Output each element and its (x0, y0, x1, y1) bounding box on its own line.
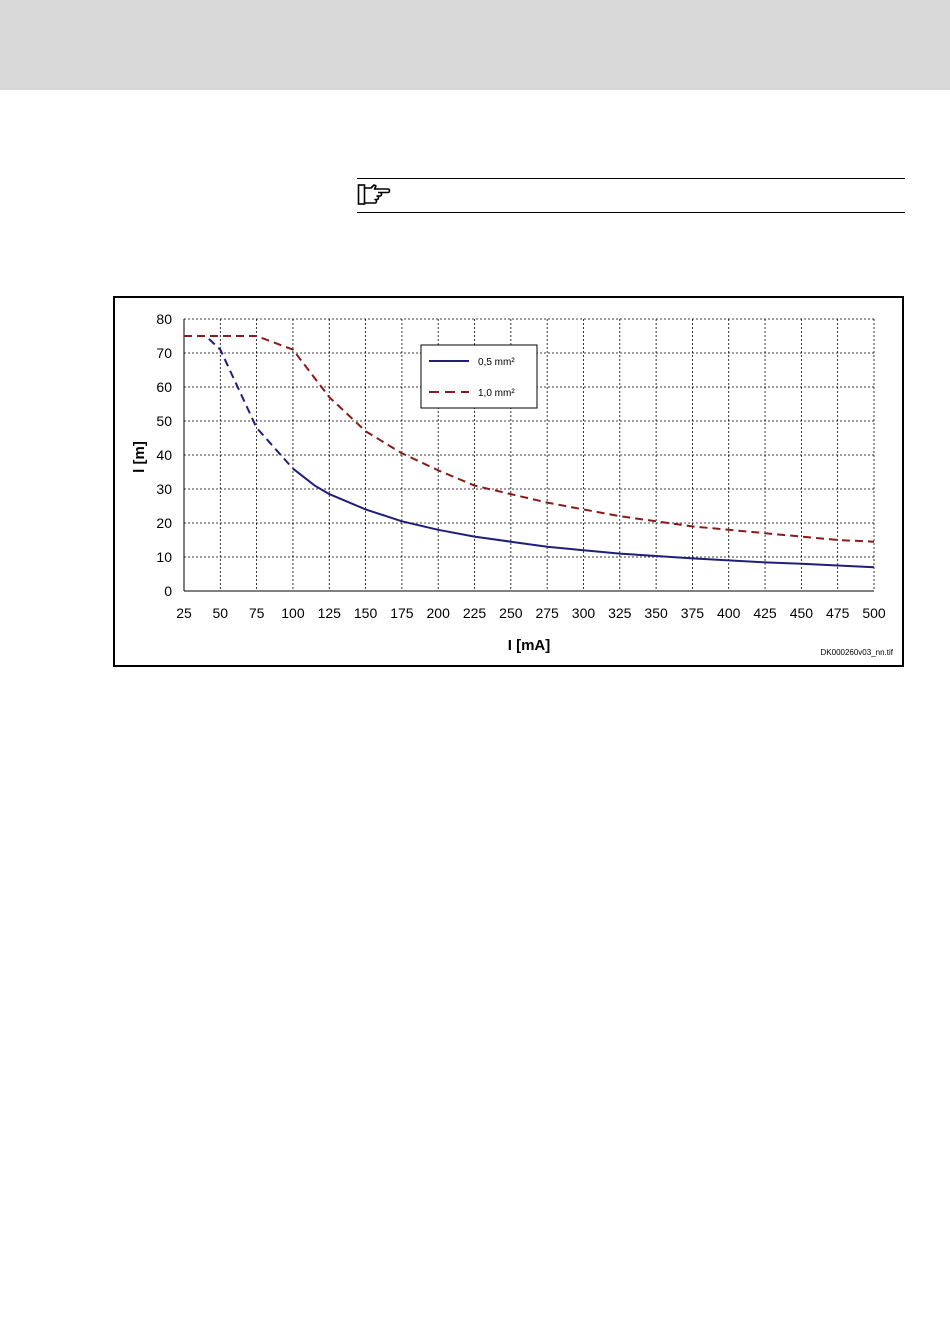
x-tick-label: 300 (572, 605, 596, 621)
legend-box (420, 344, 538, 409)
x-tick-label: 275 (535, 605, 559, 621)
x-tick-label: 350 (644, 605, 668, 621)
x-tick-label: 75 (249, 605, 265, 621)
x-tick-label: 375 (681, 605, 705, 621)
chart-legend: 0,5 mm² 1,0 mm² (420, 344, 538, 409)
y-tick-label: 50 (156, 413, 172, 429)
x-tick-label: 175 (390, 605, 414, 621)
note-bottom-rule (357, 212, 905, 213)
y-axis-title: l [m] (131, 441, 148, 473)
series-line-1 (184, 335, 875, 543)
pointing-hand-icon (357, 184, 391, 205)
y-tick-label: 20 (156, 515, 172, 531)
chart-series (184, 335, 875, 569)
y-tick-label: 10 (156, 549, 172, 565)
x-tick-label: 150 (354, 605, 378, 621)
legend-label-1-0: 1,0 mm² (478, 388, 515, 399)
x-tick-label: 500 (862, 605, 886, 621)
cable-length-chart: 25 50 75 100 125 150 175 200 225 250 275 300 325 350 3… (131, 311, 894, 657)
legend-label-0-5: 0,5 mm² (478, 357, 515, 368)
chart-axes: 25 50 75 100 125 150 175 200 225 250 275 300 325 350 3… (156, 311, 885, 621)
x-tick-label: 125 (318, 605, 342, 621)
page-header-bar (0, 0, 950, 90)
x-tick-label: 225 (463, 605, 487, 621)
x-tick-label: 425 (753, 605, 777, 621)
x-tick-label: 25 (176, 605, 192, 621)
series-line-0-dashed-part (184, 335, 294, 470)
y-tick-label: 30 (156, 481, 172, 497)
x-tick-label: 450 (790, 605, 814, 621)
x-tick-label: 325 (608, 605, 632, 621)
x-axis-title: I [mA] (508, 637, 551, 654)
note-top-rule (357, 178, 905, 179)
y-tick-label: 60 (156, 379, 172, 395)
y-tick-label: 0 (164, 583, 172, 599)
x-tick-label: 200 (427, 605, 451, 621)
x-tick-label: 400 (717, 605, 741, 621)
series-line-0 (292, 467, 875, 569)
y-tick-label: 70 (156, 345, 172, 361)
x-tick-label: 100 (281, 605, 305, 621)
figure-reference: DK000260v03_nn.tif (821, 648, 894, 657)
x-tick-label: 50 (213, 605, 229, 621)
y-tick-label: 80 (156, 311, 172, 327)
chart-frame: 25 50 75 100 125 150 175 200 225 250 275 300 325 350 3… (113, 296, 904, 667)
x-tick-label: 475 (826, 605, 850, 621)
x-tick-label: 250 (499, 605, 523, 621)
y-tick-label: 40 (156, 447, 172, 463)
